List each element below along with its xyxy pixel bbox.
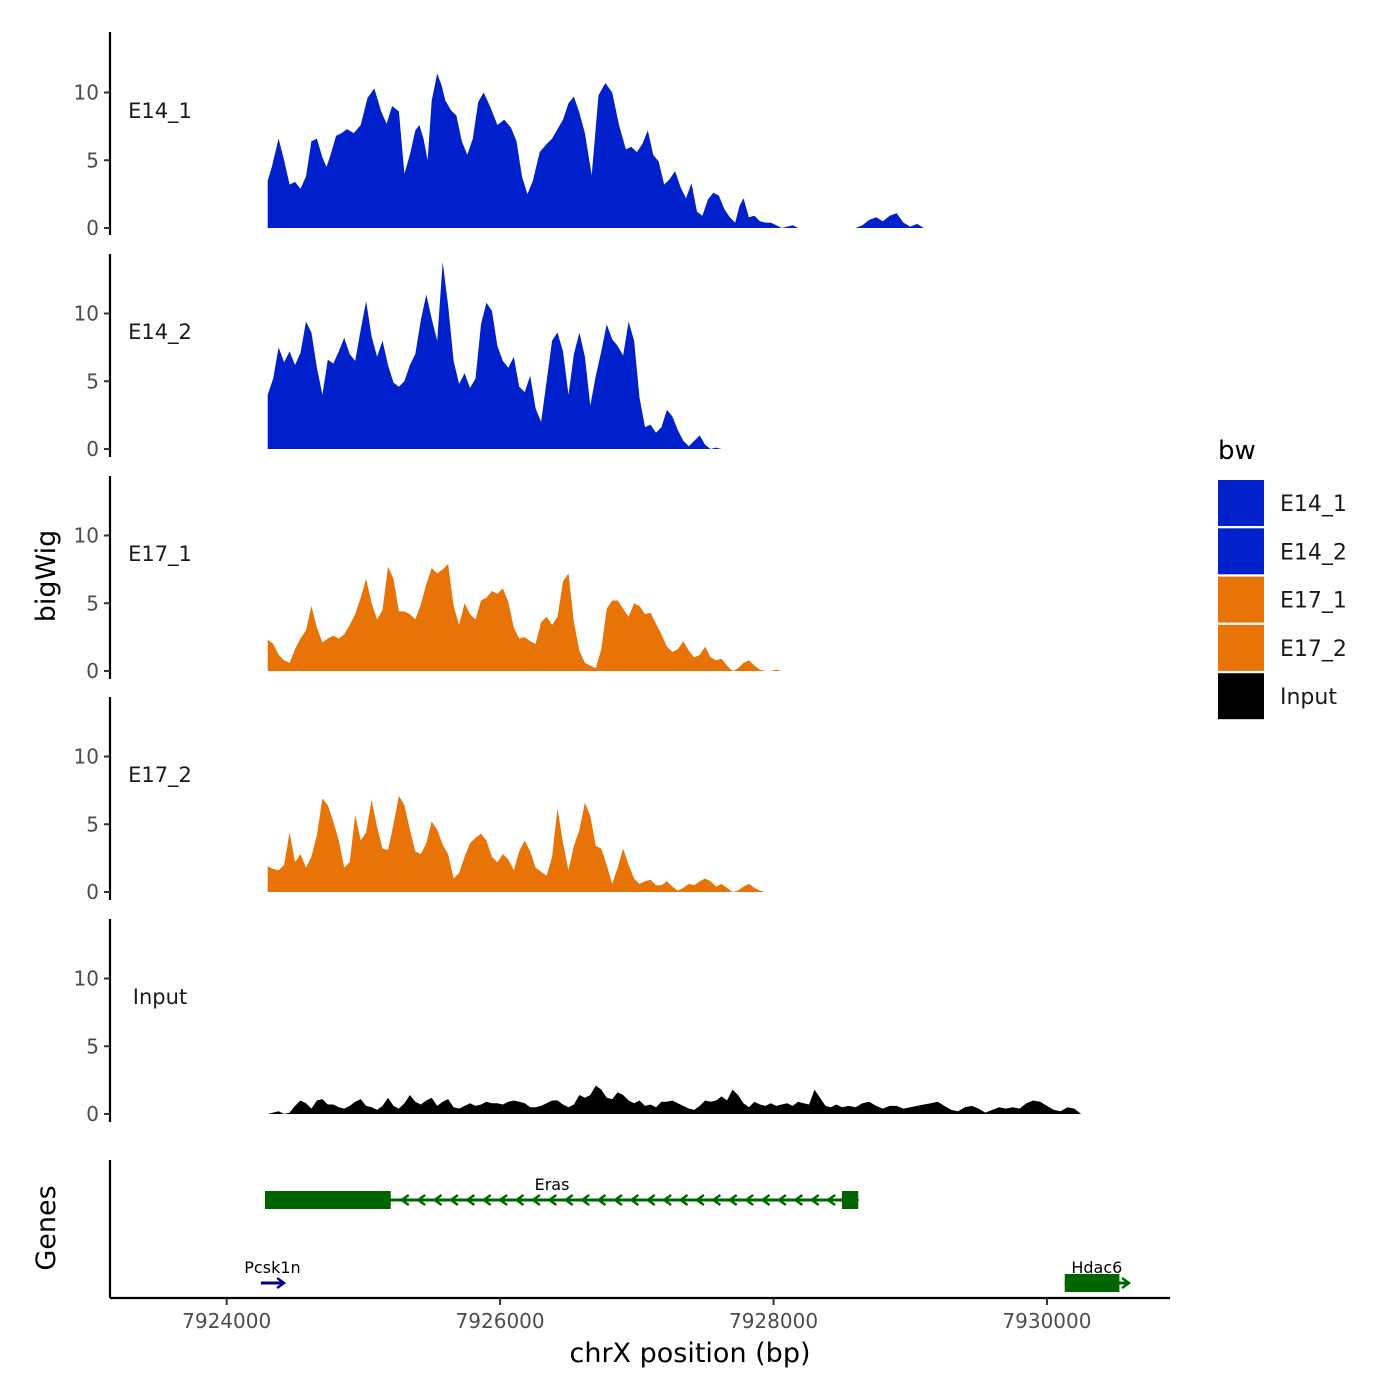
strand-arrow — [276, 1277, 287, 1289]
strand-arrow — [580, 1194, 590, 1206]
y-tick-label: 10 — [74, 302, 99, 326]
strand-arrow — [416, 1194, 426, 1206]
strand-arrow — [760, 1194, 771, 1206]
gene-Hdac6: Hdac6 — [1064, 1258, 1132, 1292]
genes-axis-title: Genes — [31, 1185, 62, 1270]
strand-arrow — [612, 1194, 623, 1206]
x-axis-title: chrX position (bp) — [569, 1338, 810, 1369]
gene-Pcsk1n: Pcsk1n — [244, 1258, 301, 1289]
track-label: E17_2 — [128, 763, 192, 788]
strand-arrow — [530, 1194, 541, 1206]
strand-arrow — [645, 1194, 656, 1206]
x-tick-label: 7930000 — [1002, 1309, 1091, 1333]
x-tick-label: 7924000 — [182, 1309, 271, 1333]
legend-label: E14_2 — [1280, 540, 1347, 565]
strand-arrow — [744, 1194, 754, 1206]
strand-arrow — [514, 1194, 525, 1206]
track-E17_2: 0 5 10 E17_2 — [74, 697, 1082, 904]
y-tick-label: 5 — [86, 1034, 99, 1058]
legend-item-E14_2: E14_2 — [1218, 528, 1347, 575]
y-axis-title: bigWig — [31, 530, 62, 623]
strand-arrow — [563, 1194, 574, 1206]
legend-label: E14_1 — [1280, 492, 1347, 517]
strand-arrow — [694, 1194, 705, 1206]
y-tick-label: 10 — [74, 81, 99, 105]
track-E17_1: 0 5 10 E17_1 — [74, 476, 1082, 683]
signal-tracks: 0 5 10 E14_1 0 5 10 E14_2 0 5 10 E17_1 0 5 10 E17_2 0 5 10… — [74, 32, 1088, 1126]
strand-arrow — [809, 1194, 820, 1206]
y-tick-label: 10 — [74, 967, 99, 991]
legend-item-Input: Input — [1218, 673, 1337, 720]
strand-arrow — [432, 1194, 443, 1206]
strand-arrow — [662, 1194, 672, 1206]
exon — [841, 1191, 859, 1209]
strand-arrow — [727, 1194, 738, 1206]
signal-area-E17_2 — [267, 795, 1082, 892]
strand-arrow — [547, 1194, 558, 1206]
y-tick-label: 5 — [86, 148, 99, 172]
genes-panel: Eras Pcsk1n Hdac6 — [108, 1160, 1132, 1298]
y-tick-label: 10 — [74, 745, 99, 769]
track-E14_1: 0 5 10 E14_1 — [74, 32, 1088, 240]
gene-label: Pcsk1n — [244, 1258, 300, 1277]
strand-arrow — [448, 1194, 459, 1206]
y-tick-label: 0 — [86, 659, 99, 683]
legend-swatch — [1218, 624, 1264, 671]
strand-arrow — [826, 1194, 836, 1206]
legend-item-E14_1: E14_1 — [1218, 480, 1347, 526]
x-tick-label: 7926000 — [456, 1309, 545, 1333]
legend-swatch — [1218, 576, 1264, 623]
y-tick-label: 0 — [86, 437, 99, 461]
strand-arrow — [465, 1194, 476, 1206]
legend-title: bw — [1218, 436, 1256, 466]
y-tick-label: 5 — [86, 812, 99, 836]
legend-item-E17_2: E17_2 — [1218, 624, 1347, 671]
track-label: Input — [133, 985, 187, 1009]
x-tick-label: 7928000 — [729, 1309, 818, 1333]
strand-arrow — [481, 1194, 492, 1206]
y-tick-label: 5 — [86, 369, 99, 393]
legend-item-E17_1: E17_1 — [1218, 576, 1347, 623]
track-Input: 0 5 10 Input — [74, 919, 1082, 1126]
signal-area-E17_1 — [267, 564, 1082, 671]
strand-arrow — [678, 1194, 689, 1206]
y-tick-label: 10 — [74, 524, 99, 548]
strand-arrow — [596, 1194, 607, 1206]
y-tick-label: 0 — [86, 1102, 99, 1126]
legend: bw E14_1 E14_2 E17_1 E17_2 Input — [1218, 436, 1347, 720]
legend-swatch — [1218, 528, 1264, 575]
strand-arrow — [629, 1194, 640, 1206]
strand-arrow — [776, 1194, 787, 1206]
y-tick-label: 0 — [86, 880, 99, 904]
track-E14_2: 0 5 10 E14_2 — [74, 254, 1088, 461]
track-label: E14_1 — [128, 99, 192, 124]
exon — [264, 1191, 391, 1209]
legend-swatch — [1218, 673, 1264, 720]
signal-area-Input — [267, 1085, 1082, 1114]
strand-arrow — [711, 1194, 722, 1206]
gene-label: Hdac6 — [1071, 1258, 1122, 1277]
y-tick-label: 5 — [86, 591, 99, 615]
x-axis: 7924000 7926000 7928000 7930000 — [110, 1296, 1170, 1333]
signal-area-E14_1 — [267, 73, 1088, 228]
gene-label: Eras — [535, 1175, 570, 1194]
track-label: E14_2 — [128, 320, 192, 345]
gene-Eras: Eras — [264, 1175, 860, 1209]
legend-label: Input — [1280, 685, 1337, 710]
strand-arrow — [793, 1194, 804, 1206]
strand-arrow — [498, 1194, 508, 1206]
signal-area-E14_2 — [267, 262, 1088, 449]
legend-swatch — [1218, 480, 1264, 526]
legend-label: E17_1 — [1280, 589, 1347, 614]
y-tick-label: 0 — [86, 216, 99, 240]
strand-arrow — [1121, 1277, 1132, 1289]
exon — [1064, 1274, 1120, 1292]
track-label: E17_1 — [128, 542, 192, 567]
strand-arrow — [399, 1194, 410, 1206]
legend-label: E17_2 — [1280, 637, 1347, 662]
